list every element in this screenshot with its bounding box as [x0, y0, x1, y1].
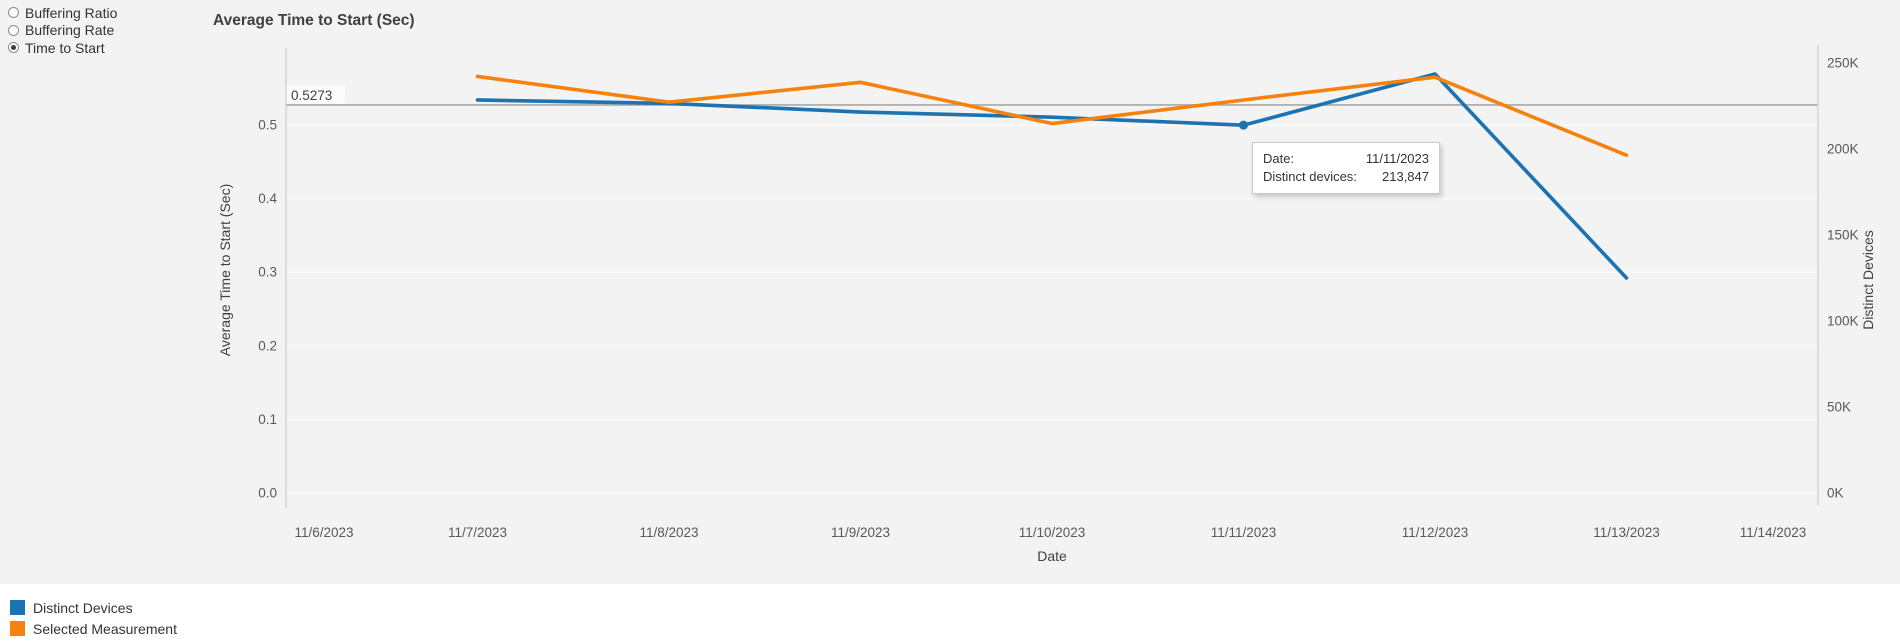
x-axis-tick-label: 11/12/2023: [1402, 525, 1469, 540]
left-axis-tick-label: 0.1: [258, 412, 277, 427]
legend-swatch-icon: [10, 621, 25, 636]
x-axis-tick-label: 11/9/2023: [831, 525, 890, 540]
chart-legend: Distinct Devices Selected Measurement: [0, 584, 1900, 642]
x-axis-title: Date: [1037, 548, 1067, 564]
tooltip-label: Date:: [1263, 151, 1295, 166]
line-chart: 0.5273 0.0 0.1 0.2 0.3 0.4 0.5 0K 50K 100K 150K 200…: [217, 45, 1876, 564]
legend-swatch-icon: [10, 600, 25, 615]
chart-title: Average Time to Start (Sec): [213, 12, 415, 29]
chart-panel: Buffering Ratio Buffering Rate Time to S…: [0, 0, 1900, 584]
radio-label: Buffering Ratio: [25, 4, 118, 21]
hover-tooltip: Date: 11/11/2023 Distinct devices: 213,8…: [1252, 142, 1440, 194]
reference-line-label-bg: [287, 85, 345, 104]
x-axis-tick-label: 11/14/2023: [1740, 525, 1807, 540]
right-axis-tick-label: 150K: [1827, 228, 1859, 243]
metric-radio-group: Buffering Ratio Buffering Rate Time to S…: [8, 4, 117, 57]
x-axis-tick-label: 11/10/2023: [1019, 525, 1086, 540]
radio-icon: [8, 24, 19, 36]
x-axis-tick-label: 11/7/2023: [448, 525, 507, 540]
tooltip-value: 11/11/2023: [1365, 151, 1429, 166]
left-axis-tick-label: 0.3: [258, 265, 277, 280]
legend-item-distinct-devices[interactable]: Distinct Devices: [10, 597, 1900, 618]
right-axis-tick-label: 100K: [1827, 314, 1859, 329]
left-axis-tick-label: 0.0: [258, 486, 277, 501]
radio-buffering-rate[interactable]: Buffering Rate: [8, 22, 117, 40]
x-axis-tick-label: 11/13/2023: [1593, 525, 1660, 540]
right-axis-tick-label: 200K: [1827, 142, 1859, 157]
tooltip-value: 213,847: [1382, 169, 1429, 184]
left-axis-tick-label: 0.4: [258, 191, 277, 206]
x-axis-tick-label: 11/8/2023: [639, 525, 698, 540]
x-axis-tick-label: 11/11/2023: [1211, 525, 1277, 540]
legend-label: Distinct Devices: [33, 599, 133, 616]
x-axis-tick-label: 11/6/2023: [294, 525, 353, 540]
radio-time-to-start[interactable]: Time to Start: [8, 39, 117, 57]
legend-item-selected-measurement[interactable]: Selected Measurement: [10, 618, 1900, 639]
hovered-data-point[interactable]: [1239, 120, 1248, 130]
series-line-selected-measurement[interactable]: [475, 74, 1629, 157]
right-axis-title: Distinct Devices: [1860, 230, 1876, 330]
tooltip-row: Date: 11/11/2023: [1263, 150, 1429, 168]
left-axis-title: Average Time to Start (Sec): [217, 184, 233, 356]
radio-icon: [8, 7, 19, 19]
radio-label: Buffering Rate: [25, 22, 115, 39]
tooltip-label: Distinct devices:: [1263, 169, 1357, 184]
right-axis-tick-label: 0K: [1827, 486, 1844, 501]
right-axis-tick-label: 250K: [1827, 56, 1859, 71]
left-axis-tick-label: 0.5: [258, 118, 277, 133]
radio-icon: [8, 42, 19, 54]
radio-buffering-ratio[interactable]: Buffering Ratio: [8, 4, 117, 22]
left-axis-tick-label: 0.2: [258, 338, 277, 353]
reference-line-label: 0.5273: [291, 88, 332, 103]
legend-label: Selected Measurement: [33, 620, 177, 637]
radio-label: Time to Start: [25, 39, 105, 56]
right-axis-tick-label: 50K: [1827, 400, 1851, 415]
tooltip-row: Distinct devices: 213,847: [1263, 168, 1429, 186]
